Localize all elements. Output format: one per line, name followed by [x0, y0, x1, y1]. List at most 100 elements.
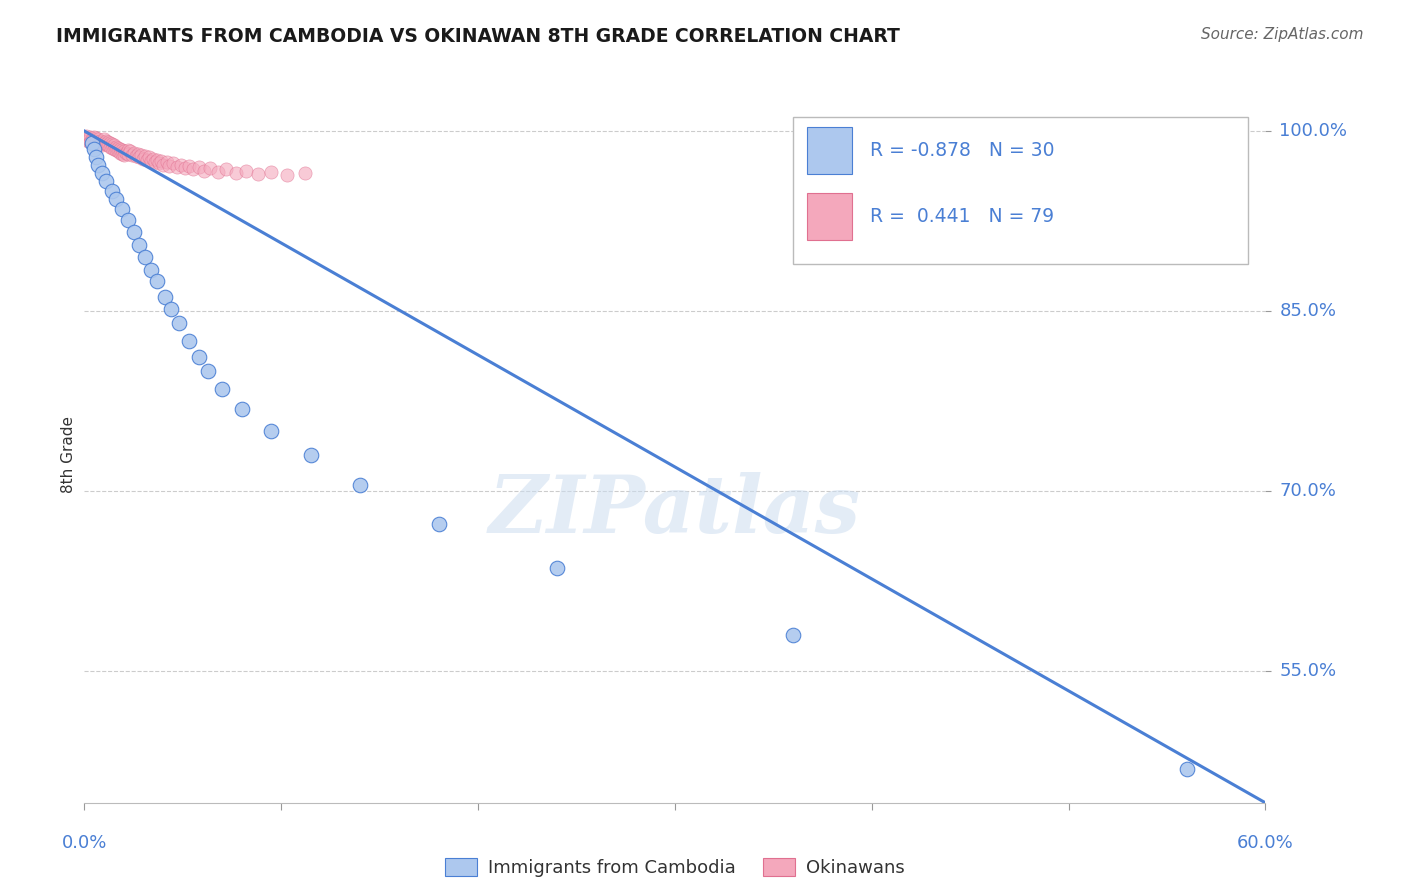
FancyBboxPatch shape [807, 127, 852, 174]
Point [83, 130, 105, 145]
Point [187, 160, 209, 174]
Point [122, 225, 145, 239]
Point [77, 134, 100, 148]
Point [134, 149, 156, 163]
Point [152, 158, 174, 172]
Point [118, 145, 141, 159]
Point [181, 162, 204, 177]
Point [260, 165, 283, 179]
Point [1175, 762, 1198, 776]
Point [299, 448, 322, 462]
Point [546, 560, 568, 574]
Point [87, 136, 110, 150]
Point [98, 139, 121, 153]
Text: R = -0.878   N = 30: R = -0.878 N = 30 [870, 141, 1054, 160]
Point [79, 130, 101, 145]
Point [112, 148, 135, 162]
Point [89, 134, 111, 148]
Text: 85.0%: 85.0% [1279, 302, 1337, 320]
Point [93, 132, 115, 146]
Point [82, 132, 104, 146]
Point [84, 150, 107, 164]
Text: IMMIGRANTS FROM CAMBODIA VS OKINAWAN 8TH GRADE CORRELATION CHART: IMMIGRANTS FROM CAMBODIA VS OKINAWAN 8TH… [56, 27, 900, 45]
Point [97, 138, 120, 153]
Point [84, 135, 107, 149]
Point [211, 382, 233, 396]
Point [114, 145, 136, 160]
Point [75, 128, 97, 143]
Point [235, 163, 257, 178]
Point [104, 139, 127, 153]
Text: 55.0%: 55.0% [1279, 662, 1337, 680]
Point [150, 154, 173, 169]
Point [101, 137, 124, 152]
Point [121, 148, 143, 162]
Point [111, 143, 134, 157]
Point [103, 138, 125, 153]
Point [148, 156, 170, 170]
Point [782, 628, 804, 642]
Point [138, 150, 160, 164]
Text: 0.0%: 0.0% [62, 834, 107, 852]
Point [94, 134, 117, 148]
Point [231, 402, 253, 417]
Point [82, 136, 104, 150]
Point [91, 138, 114, 153]
Point [101, 184, 124, 198]
Point [156, 155, 179, 169]
Point [128, 238, 150, 252]
Text: ZIPatlas: ZIPatlas [489, 472, 860, 549]
Point [187, 350, 209, 364]
Point [112, 145, 135, 159]
Point [134, 250, 156, 264]
FancyBboxPatch shape [793, 118, 1247, 263]
Point [142, 152, 165, 166]
Point [276, 169, 298, 183]
Point [94, 137, 117, 152]
Point [143, 155, 166, 169]
Text: Source: ZipAtlas.com: Source: ZipAtlas.com [1201, 27, 1364, 42]
Point [107, 145, 129, 159]
Text: 70.0%: 70.0% [1279, 482, 1336, 500]
Point [127, 146, 149, 161]
Point [132, 152, 155, 166]
Point [131, 148, 153, 162]
Point [141, 263, 163, 277]
Point [128, 150, 150, 164]
Point [77, 131, 100, 145]
Point [117, 212, 139, 227]
Point [108, 142, 131, 156]
Point [349, 478, 371, 492]
Point [153, 289, 176, 303]
Point [93, 136, 115, 150]
Point [97, 135, 120, 149]
Point [124, 149, 146, 163]
Point [141, 154, 163, 169]
Point [294, 166, 316, 180]
Point [111, 146, 134, 161]
Point [260, 424, 283, 438]
Point [136, 153, 159, 167]
Point [103, 142, 125, 156]
Point [157, 159, 180, 173]
Point [177, 159, 200, 173]
Point [83, 142, 105, 156]
Point [167, 316, 190, 330]
Point [215, 162, 238, 177]
Point [98, 136, 121, 150]
Point [83, 134, 105, 148]
Point [170, 158, 193, 172]
Point [87, 158, 110, 172]
Point [82, 136, 104, 150]
Point [104, 143, 127, 157]
Point [146, 153, 169, 167]
Point [94, 174, 117, 188]
Point [91, 166, 114, 180]
Point [107, 141, 129, 155]
Point [225, 166, 247, 180]
Point [146, 274, 169, 288]
Point [117, 143, 139, 157]
Point [79, 135, 101, 149]
Point [122, 145, 145, 160]
Point [166, 160, 188, 174]
